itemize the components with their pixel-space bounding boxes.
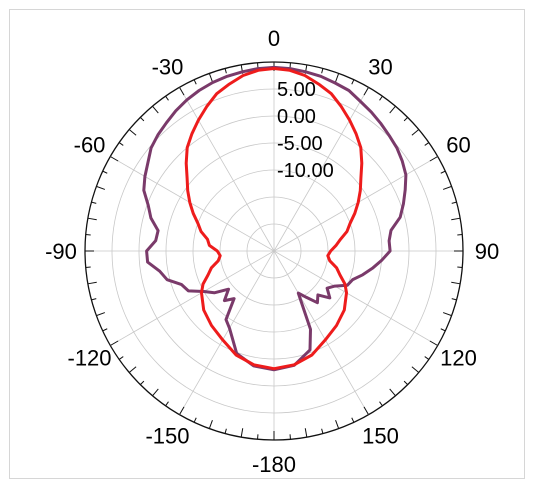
angular-tick	[335, 419, 340, 429]
angular-tick	[363, 87, 369, 96]
angular-tick	[96, 312, 106, 317]
angular-tick	[110, 340, 119, 346]
angular-tick	[424, 142, 430, 146]
angular-tick	[379, 401, 383, 407]
angular-tick	[118, 142, 124, 146]
angular-tick	[379, 95, 383, 101]
angular-tick	[424, 356, 430, 360]
angular-tick	[208, 73, 213, 83]
angular-tick	[451, 217, 461, 221]
angular-tick-label: 60	[446, 133, 470, 158]
angular-tick	[224, 68, 227, 74]
angular-tick-label: -60	[74, 133, 106, 158]
angular-tick	[442, 185, 452, 190]
radial-tick-label: -10.00	[277, 160, 334, 182]
angular-tick	[224, 428, 227, 434]
angular-tick	[411, 129, 420, 136]
angular-tick	[152, 388, 159, 397]
angular-grid-spoke	[110, 250, 275, 346]
angular-tick	[389, 388, 396, 397]
angular-tick	[140, 117, 145, 122]
angular-tick-label: 30	[368, 55, 392, 80]
angular-tick	[102, 170, 108, 174]
angular-tick	[429, 156, 438, 162]
angular-tick-label: 90	[475, 239, 499, 264]
angular-tick	[451, 201, 457, 204]
angular-tick	[321, 68, 324, 74]
angular-tick	[403, 380, 408, 385]
angular-tick-label: -150	[145, 423, 189, 448]
angular-tick	[152, 105, 159, 114]
angular-tick	[87, 281, 97, 285]
angular-tick	[96, 185, 106, 190]
angular-tick	[240, 428, 244, 438]
angular-tick	[363, 406, 369, 415]
angular-tick	[440, 328, 446, 332]
angular-tick	[304, 428, 308, 438]
angular-tick-label: 0	[268, 26, 280, 51]
angular-tick-label: -30	[152, 55, 184, 80]
angular-tick	[429, 340, 438, 346]
angular-tick-label: -180	[252, 452, 296, 477]
angular-tick	[91, 201, 97, 204]
angular-grid-spoke	[273, 87, 369, 252]
angular-tick	[193, 79, 197, 85]
radial-tick-label: 5.00	[277, 79, 316, 101]
angular-tick-label: -120	[68, 346, 112, 371]
angular-tick	[321, 428, 324, 434]
angular-tick	[335, 73, 340, 83]
angular-tick	[451, 298, 457, 301]
angular-grid-spoke	[273, 250, 369, 415]
chart-frame	[9, 9, 525, 479]
angular-tick	[179, 87, 185, 96]
angular-tick	[193, 417, 197, 423]
angular-tick	[442, 312, 452, 317]
angular-tick	[91, 298, 97, 301]
angular-tick	[128, 366, 137, 373]
angular-tick	[351, 79, 355, 85]
angular-tick	[179, 406, 185, 415]
angular-tick-label: 150	[362, 423, 399, 448]
angular-grid-spoke	[179, 250, 275, 415]
angular-tick	[102, 328, 108, 332]
angular-tick	[110, 156, 119, 162]
radial-tick-label: -5.00	[277, 133, 323, 155]
angular-tick	[140, 380, 145, 385]
angular-tick	[440, 170, 446, 174]
angular-tick	[87, 217, 97, 221]
angular-tick-label: 120	[440, 346, 477, 371]
angular-tick	[165, 95, 169, 101]
angular-tick	[389, 105, 396, 114]
series-2-line	[184, 67, 364, 371]
angular-tick	[165, 401, 169, 407]
angular-tick	[403, 117, 408, 122]
radial-tick-label: 0.00	[277, 106, 316, 128]
angular-grid-spoke	[273, 250, 438, 346]
angular-grid-spoke	[273, 156, 438, 252]
angular-tick	[351, 417, 355, 423]
angular-tick	[451, 281, 461, 285]
angular-grid-spoke	[179, 87, 275, 252]
angular-tick	[128, 129, 137, 136]
angular-grid-spoke	[110, 156, 275, 252]
series-1-line	[142, 65, 408, 372]
angular-tick	[118, 356, 124, 360]
angular-tick	[411, 366, 420, 373]
angular-tick-label: -90	[45, 239, 77, 264]
angular-tick	[208, 419, 213, 429]
